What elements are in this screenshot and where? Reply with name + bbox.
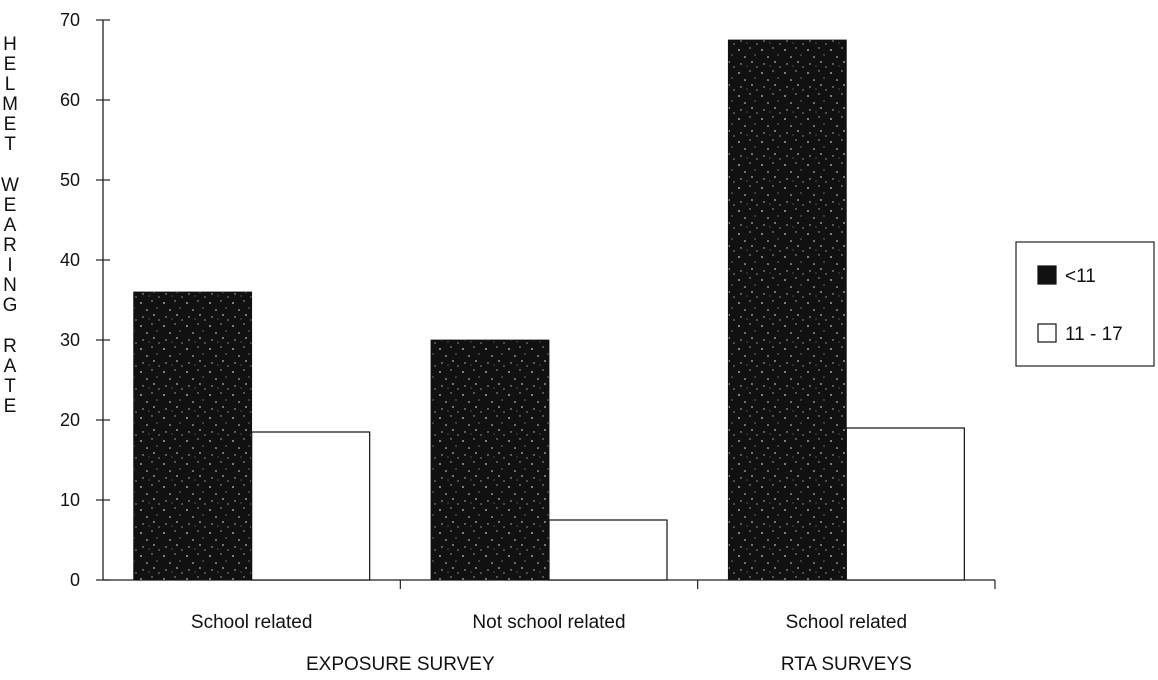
bar-under-11 [133,291,253,581]
y-axis-label-letter: W [1,175,19,196]
y-axis-label-letter: R [3,235,17,256]
x-category-label: Not school related [472,612,625,633]
y-axis-label-letter: T [4,134,16,155]
x-category-label: School related [786,612,907,633]
y-tick-label: 70 [60,10,80,30]
y-axis-label-letter: E [4,396,17,417]
y-axis-label-letter: H [3,34,17,55]
legend-box [1015,241,1155,367]
y-tick-label: 40 [60,250,80,270]
legend-label: <11 [1065,266,1096,287]
legend: <11 11 - 17 [1015,241,1155,367]
bar-under-11 [430,339,550,581]
y-axis-label-letter: M [2,94,18,115]
bar-under-11 [727,39,847,581]
x-group-label: RTA SURVEYS [781,654,912,675]
y-axis-label-letter: G [3,295,18,316]
legend-label: 11 - 17 [1065,324,1123,345]
x-axis-labels: School related Not school related School r… [191,612,912,675]
y-axis-label-letter: E [4,114,17,135]
y-tick-label: 10 [60,490,80,510]
y-axis-label-letter: N [3,275,17,296]
bar-11-17 [251,431,371,581]
y-tick-label: 0 [70,570,80,590]
x-group-label: EXPOSURE SURVEY [306,654,495,675]
x-category-label: School related [191,612,312,633]
y-axis-label-letter: R [3,336,17,357]
y-axis-label-letter: T [4,376,16,397]
bar-11-17 [845,427,965,581]
y-axis-label-letter: L [5,74,16,95]
y-axis-label-letter: E [4,195,17,216]
legend-swatch [1037,265,1057,285]
y-axis-label-letter: A [4,356,17,377]
bar-11-17 [548,519,668,581]
legend-swatch [1037,323,1057,343]
y-axis-label-letter: E [4,54,17,75]
y-tick-label: 60 [60,90,80,110]
y-tick-label: 30 [60,330,80,350]
y-tick-label: 20 [60,410,80,430]
y-axis-label-letter: I [7,255,12,276]
bars [133,39,965,581]
y-tick-label: 50 [60,170,80,190]
y-axis-label-letter: A [4,215,17,236]
